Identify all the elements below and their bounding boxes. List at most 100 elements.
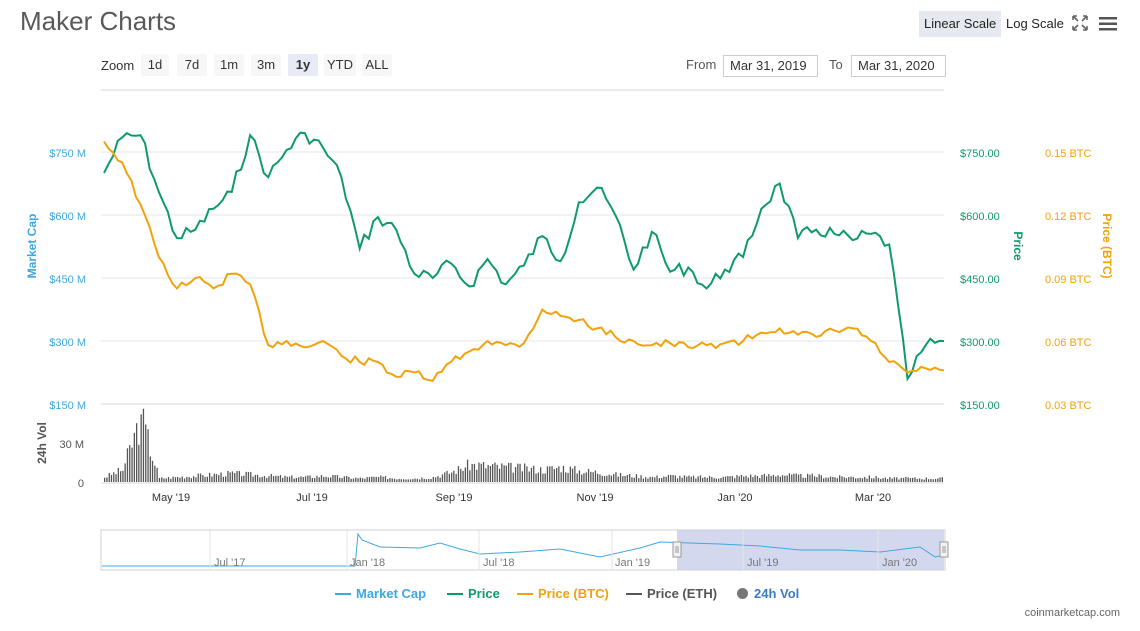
volume-bar: [594, 470, 597, 482]
volume-bar: [170, 478, 172, 482]
legend-label: Price: [468, 586, 500, 601]
price-tick: $750.00: [960, 148, 1000, 160]
price-tick: $300.00: [960, 337, 1000, 349]
volume-bar: [124, 463, 126, 482]
fullscreen-icon[interactable]: [1071, 14, 1091, 34]
price-tick: $150.00: [960, 400, 1000, 412]
volume-bar: [512, 472, 514, 482]
volume-bar: [768, 474, 770, 482]
page-title: Maker Charts: [20, 6, 177, 36]
volume-bar: [524, 463, 526, 482]
volume-bar: [587, 468, 590, 482]
menu-icon[interactable]: [1098, 14, 1118, 34]
volume-bar: [676, 478, 679, 482]
credit-link[interactable]: coinmarketcap.com: [1024, 607, 1120, 619]
volume-bar: [857, 478, 859, 482]
legend-item-price-eth[interactable]: Price (ETH): [626, 585, 717, 603]
zoom-3m-button[interactable]: 3m: [251, 54, 281, 76]
legend-swatch: [517, 592, 533, 595]
volume-bar: [928, 479, 930, 482]
volume-bar: [247, 471, 250, 482]
volume-bar: [695, 478, 697, 482]
volume-bar: [368, 477, 371, 482]
volume-bar: [635, 474, 638, 482]
x-tick: Nov '19: [577, 492, 614, 504]
volume-bar: [544, 473, 546, 482]
volume-bar: [845, 478, 848, 482]
volume-bar: [592, 472, 594, 482]
volume-bar: [279, 475, 282, 482]
volume-bar: [823, 478, 825, 482]
volume-bar: [825, 477, 827, 482]
volume-bar: [494, 462, 496, 482]
volume-bar: [793, 473, 795, 482]
vol-axis-label: 24h Vol: [35, 422, 49, 464]
from-date-input[interactable]: Mar 31, 2019: [723, 55, 818, 77]
volume-bar: [535, 473, 537, 482]
volume-bar: [841, 476, 843, 482]
volume-bar: [435, 477, 437, 482]
to-date-input[interactable]: Mar 31, 2020: [851, 55, 946, 77]
linear-scale-button[interactable]: Linear Scale: [919, 11, 1002, 37]
volume-bar: [939, 477, 941, 482]
volume-bar: [393, 478, 396, 482]
volume-bar: [613, 474, 615, 482]
volume-bar: [115, 474, 117, 482]
zoom-1d-button[interactable]: 1d: [141, 54, 169, 76]
volume-bar: [866, 478, 868, 482]
volume-bar: [754, 475, 756, 482]
legend-item-price[interactable]: Price: [447, 585, 500, 603]
navigator[interactable]: Jul '17 Jan '18 Jul '18 Jan '19 Jul '19 …: [100, 529, 949, 571]
volume-bar: [282, 477, 284, 482]
volume-bar: [704, 477, 706, 482]
volume-bar: [827, 477, 829, 482]
volume-bar: [421, 477, 423, 482]
volume-bar: [551, 466, 553, 482]
volume-bar: [172, 476, 174, 482]
volume-bar: [366, 477, 368, 482]
zoom-1m-button[interactable]: 1m: [214, 54, 244, 76]
zoom-all-button[interactable]: ALL: [362, 54, 392, 76]
volume-bar: [898, 479, 900, 482]
volume-bar: [590, 471, 592, 482]
legend-item-market-cap[interactable]: Market Cap: [335, 585, 426, 603]
volume-bar: [670, 474, 672, 482]
volume-bar: [645, 477, 647, 482]
volume-bar: [485, 468, 487, 482]
volume-bar: [501, 463, 503, 482]
zoom-ytd-button[interactable]: YTD: [324, 54, 356, 76]
volume-bar: [448, 473, 450, 482]
volume-bar: [371, 476, 373, 482]
legend-item-price-btc[interactable]: Price (BTC): [517, 585, 609, 603]
volume-bar: [158, 478, 161, 482]
volume-bar: [658, 478, 660, 482]
volume-bar: [373, 476, 375, 482]
volume-bar: [375, 476, 377, 482]
volume-bar: [795, 473, 797, 482]
volume-bar: [446, 470, 448, 482]
volume-bar: [487, 464, 489, 482]
volume-bar: [530, 467, 533, 482]
volume-bar: [325, 476, 327, 482]
navigator-left-handle[interactable]: [672, 541, 682, 558]
volume-bar: [736, 475, 738, 482]
price-axis-ticks: $750.00 $600.00 $450.00 $300.00 $150.00: [960, 148, 1000, 412]
legend-item-24h-vol[interactable]: 24h Vol: [737, 585, 799, 603]
volume-bar: [918, 478, 921, 482]
zoom-1y-button[interactable]: 1y: [288, 54, 318, 76]
volume-bar: [215, 474, 218, 482]
volume-bar: [364, 478, 366, 482]
volume-bar: [272, 476, 275, 482]
volume-bar: [912, 477, 914, 482]
volume-bar: [314, 478, 316, 482]
navigator-right-handle[interactable]: [939, 541, 949, 558]
zoom-7d-button[interactable]: 7d: [177, 54, 207, 76]
volume-bar: [478, 462, 480, 482]
volume-bar: [245, 471, 247, 482]
navigator-tick: Jul '17: [214, 557, 245, 569]
volume-bar: [571, 468, 574, 482]
volume-bar: [466, 459, 469, 482]
log-scale-button[interactable]: Log Scale: [1006, 16, 1064, 31]
volume-bar: [416, 478, 418, 482]
